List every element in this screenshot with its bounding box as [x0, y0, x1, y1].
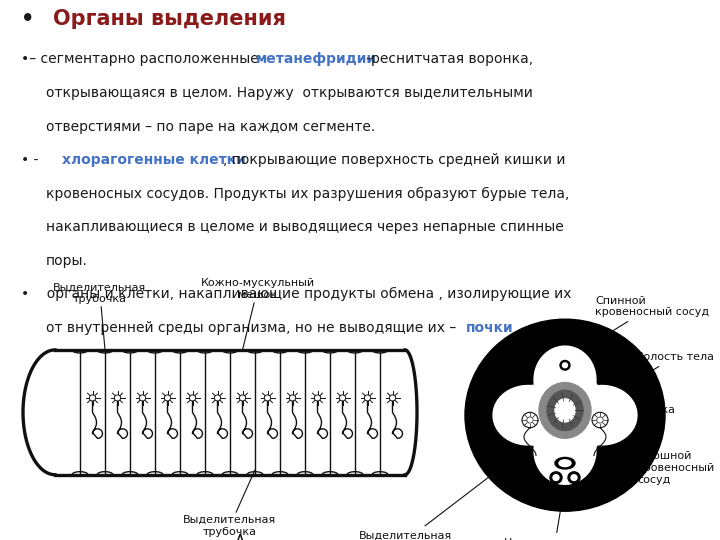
Circle shape	[215, 395, 220, 401]
Circle shape	[239, 395, 246, 401]
Circle shape	[550, 472, 562, 483]
Text: Органы выделения: Органы выделения	[53, 9, 286, 29]
Ellipse shape	[555, 399, 575, 422]
Circle shape	[553, 475, 559, 481]
Circle shape	[465, 319, 665, 511]
Polygon shape	[23, 350, 417, 475]
Text: открывающаяся в целом. Наружу  открываются выделительными: открывающаяся в целом. Наружу открываютс…	[46, 86, 533, 100]
Text: почки: почки	[466, 321, 514, 335]
Ellipse shape	[555, 457, 575, 469]
Text: Кишка: Кишка	[595, 406, 676, 415]
Circle shape	[339, 395, 346, 401]
Circle shape	[89, 395, 96, 401]
Circle shape	[562, 363, 567, 368]
Circle shape	[114, 395, 121, 401]
Circle shape	[571, 475, 577, 481]
Circle shape	[140, 395, 145, 401]
Circle shape	[522, 413, 538, 428]
Circle shape	[568, 472, 580, 483]
Text: Спинной
кровеносный сосуд: Спинной кровеносный сосуд	[567, 296, 709, 359]
Circle shape	[592, 413, 608, 428]
Text: Нервная цепочка: Нервная цепочка	[504, 486, 606, 540]
Circle shape	[597, 417, 603, 423]
Circle shape	[390, 395, 396, 401]
Text: накопления.: накопления.	[46, 354, 146, 368]
Circle shape	[364, 395, 371, 401]
Circle shape	[560, 361, 570, 370]
Text: метанефридии: метанефридии	[256, 52, 377, 66]
Text: А: А	[235, 534, 246, 540]
Text: •    органы и клетки, накапливающие продукты обмена , изолирующие их: • органы и клетки, накапливающие продукт…	[22, 287, 572, 301]
Text: кровеносных сосудов. Продукты их разрушения образуют бурые тела,: кровеносных сосудов. Продукты их разруше…	[46, 187, 570, 201]
Text: , покрывающие поверхность средней кишки и: , покрывающие поверхность средней кишки …	[223, 153, 566, 167]
Polygon shape	[493, 346, 637, 484]
Text: Кожно-мускульный
мешок: Кожно-мускульный мешок	[200, 279, 315, 350]
Text: -реснитчатая воронка,: -реснитчатая воронка,	[353, 52, 533, 66]
Text: поры.: поры.	[46, 254, 88, 268]
Text: Брюшной
кровеносный
сосуд: Брюшной кровеносный сосуд	[580, 451, 714, 484]
Text: •: •	[22, 9, 35, 29]
Circle shape	[527, 417, 534, 423]
Ellipse shape	[547, 390, 583, 430]
Text: от внутренней среды организма, но не выводящие их –: от внутренней среды организма, но не выв…	[46, 321, 461, 335]
Text: •– сегментарно расположенные: •– сегментарно расположенные	[22, 52, 264, 66]
Circle shape	[289, 395, 296, 401]
Text: Выделительная
трубочка: Выделительная трубочка	[184, 470, 276, 537]
Ellipse shape	[539, 382, 591, 438]
Ellipse shape	[559, 460, 571, 467]
Text: отверстиями – по паре на каждом сегменте.: отверстиями – по паре на каждом сегменте…	[46, 119, 375, 133]
Text: • -: • -	[22, 153, 48, 167]
Circle shape	[164, 395, 171, 401]
Text: хлорагогенные клетки: хлорагогенные клетки	[62, 153, 246, 167]
Text: Выделительная
трубочка: Выделительная трубочка	[359, 454, 520, 540]
Circle shape	[315, 395, 320, 401]
Text: накапливающиеся в целоме и выводящиеся через непарные спинные: накапливающиеся в целоме и выводящиеся ч…	[46, 220, 564, 234]
Circle shape	[264, 395, 271, 401]
Circle shape	[189, 395, 196, 401]
Text: Выделительная
трубочка: Выделительная трубочка	[53, 282, 147, 350]
Text: Полость тела: Полость тела	[627, 353, 714, 385]
